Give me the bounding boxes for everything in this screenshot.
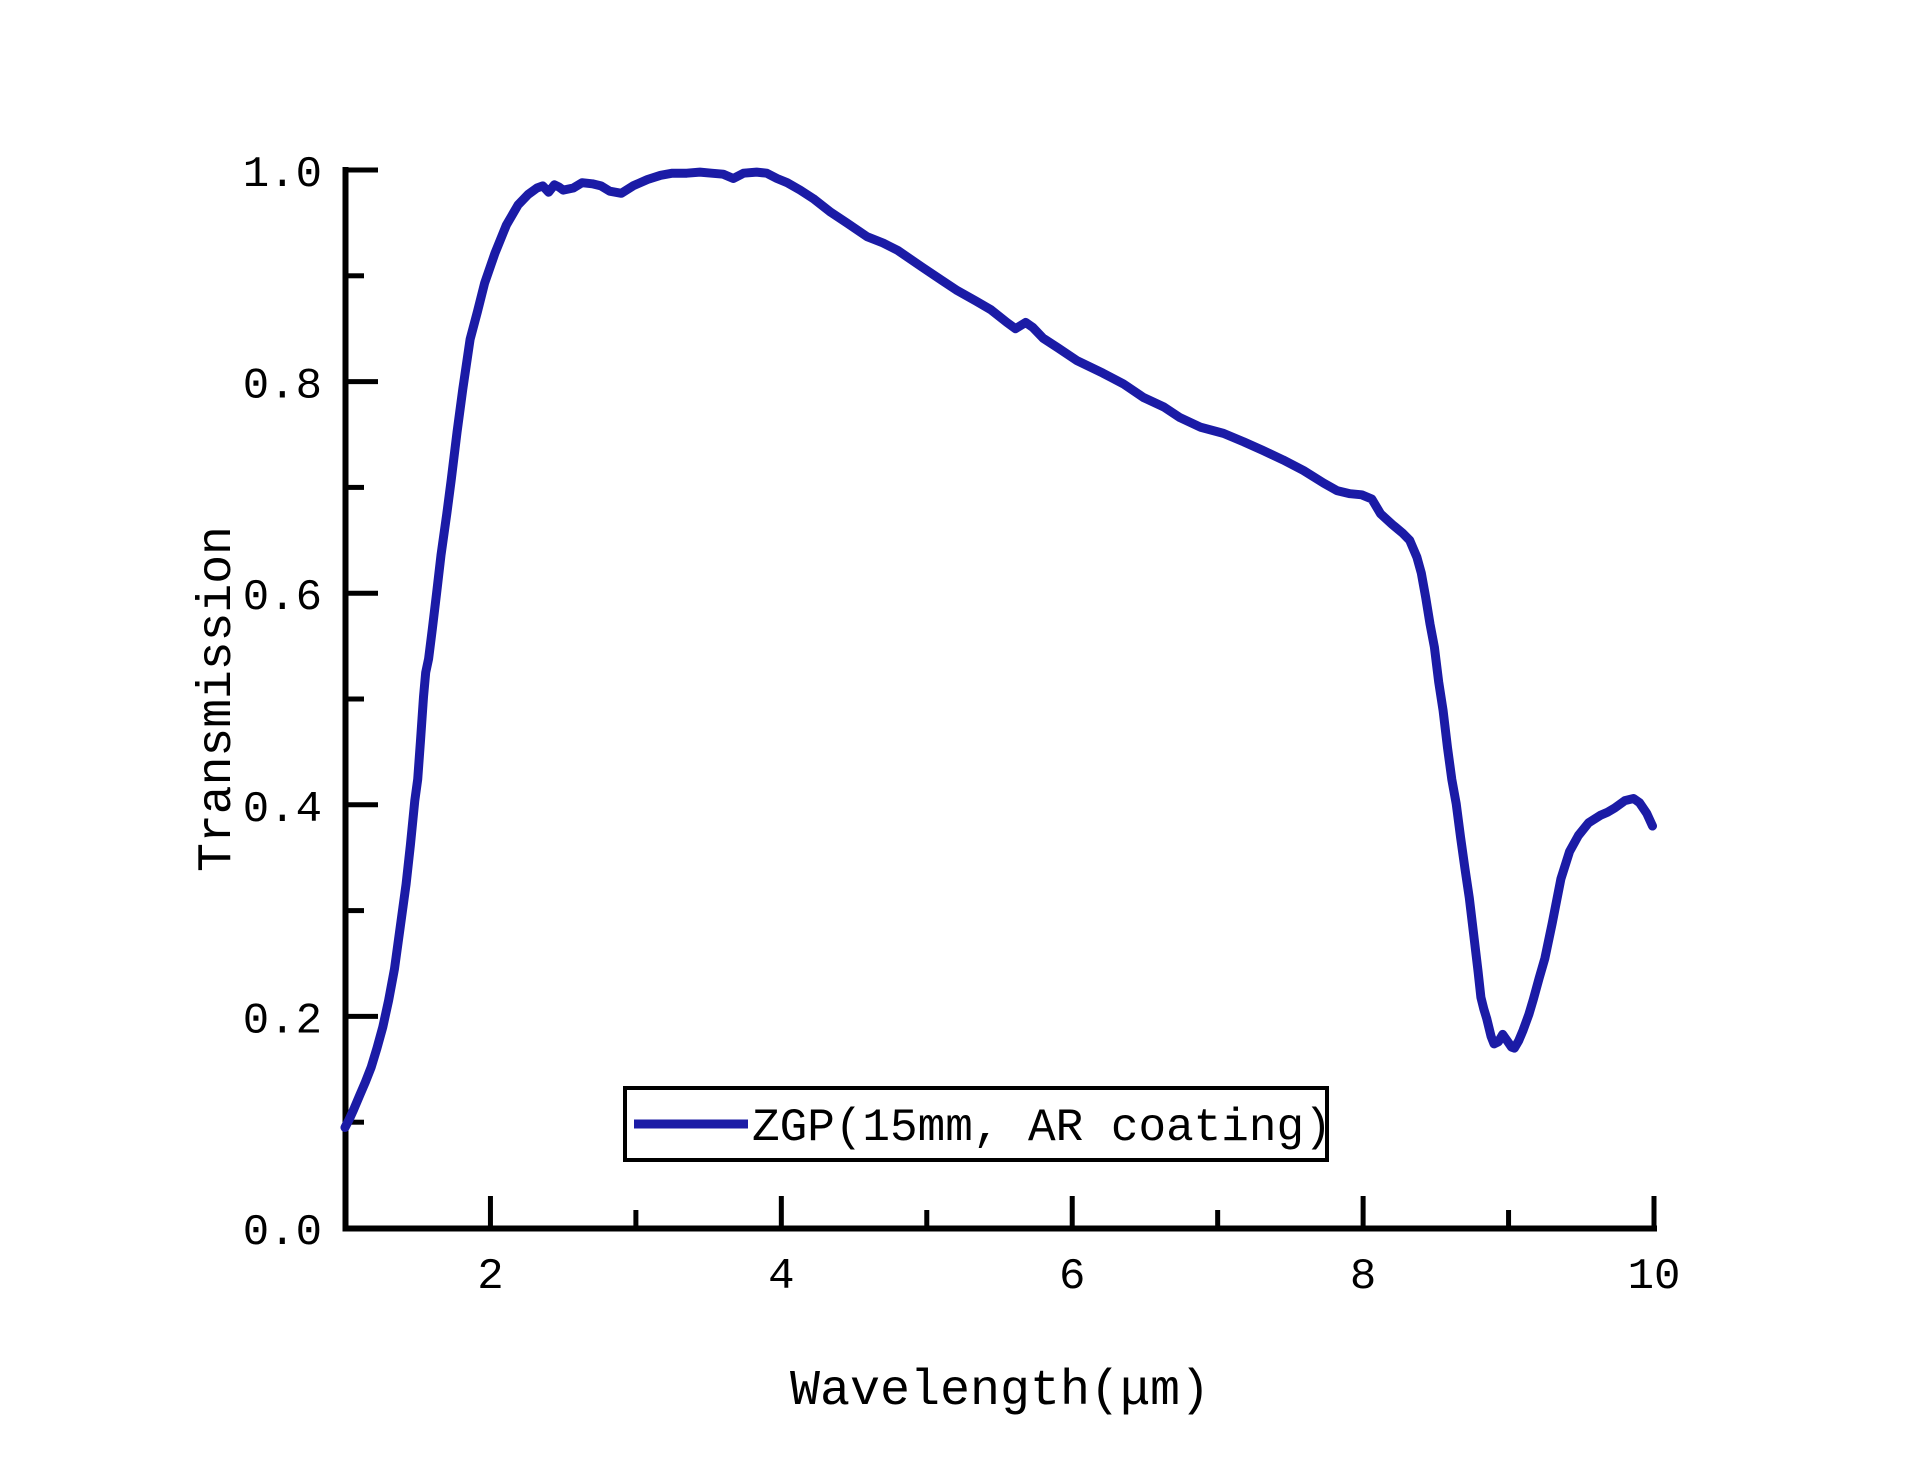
legend: ZGP(15mm, AR coating) bbox=[623, 1086, 1332, 1162]
y-tick-label: 0.0 bbox=[243, 1208, 322, 1258]
y-tick-label: 0.4 bbox=[243, 785, 322, 835]
y-tick-label: 0.2 bbox=[243, 996, 322, 1046]
x-axis-title: Wavelength(μm) bbox=[790, 1363, 1210, 1420]
legend-entry-label: ZGP(15mm, AR coating) bbox=[752, 1102, 1332, 1154]
y-axis-title: Transmission bbox=[191, 526, 245, 872]
zgp-transmission-curve bbox=[340, 167, 1657, 1132]
y-tick-label: 0.8 bbox=[243, 362, 322, 412]
x-tick-label: 8 bbox=[1350, 1252, 1376, 1302]
x-tick-label: 4 bbox=[768, 1252, 794, 1302]
x-axis-ticks bbox=[487, 1196, 1657, 1226]
y-axis-tick-labels: 0.0 0.2 0.4 0.6 0.8 1.0 bbox=[243, 150, 322, 1258]
y-tick-label: 1.0 bbox=[243, 150, 322, 200]
x-tick-label: 6 bbox=[1059, 1252, 1085, 1302]
axes: 2 4 6 8 10 0.0 0.2 0.4 0.6 0.8 1.0 bbox=[243, 150, 1681, 1302]
x-tick-label: 2 bbox=[477, 1252, 503, 1302]
y-axis-ticks bbox=[348, 167, 378, 1125]
y-tick-label: 0.6 bbox=[243, 573, 322, 623]
x-axis-tick-labels: 2 4 6 8 10 bbox=[477, 1252, 1680, 1302]
x-tick-label: 10 bbox=[1628, 1252, 1681, 1302]
